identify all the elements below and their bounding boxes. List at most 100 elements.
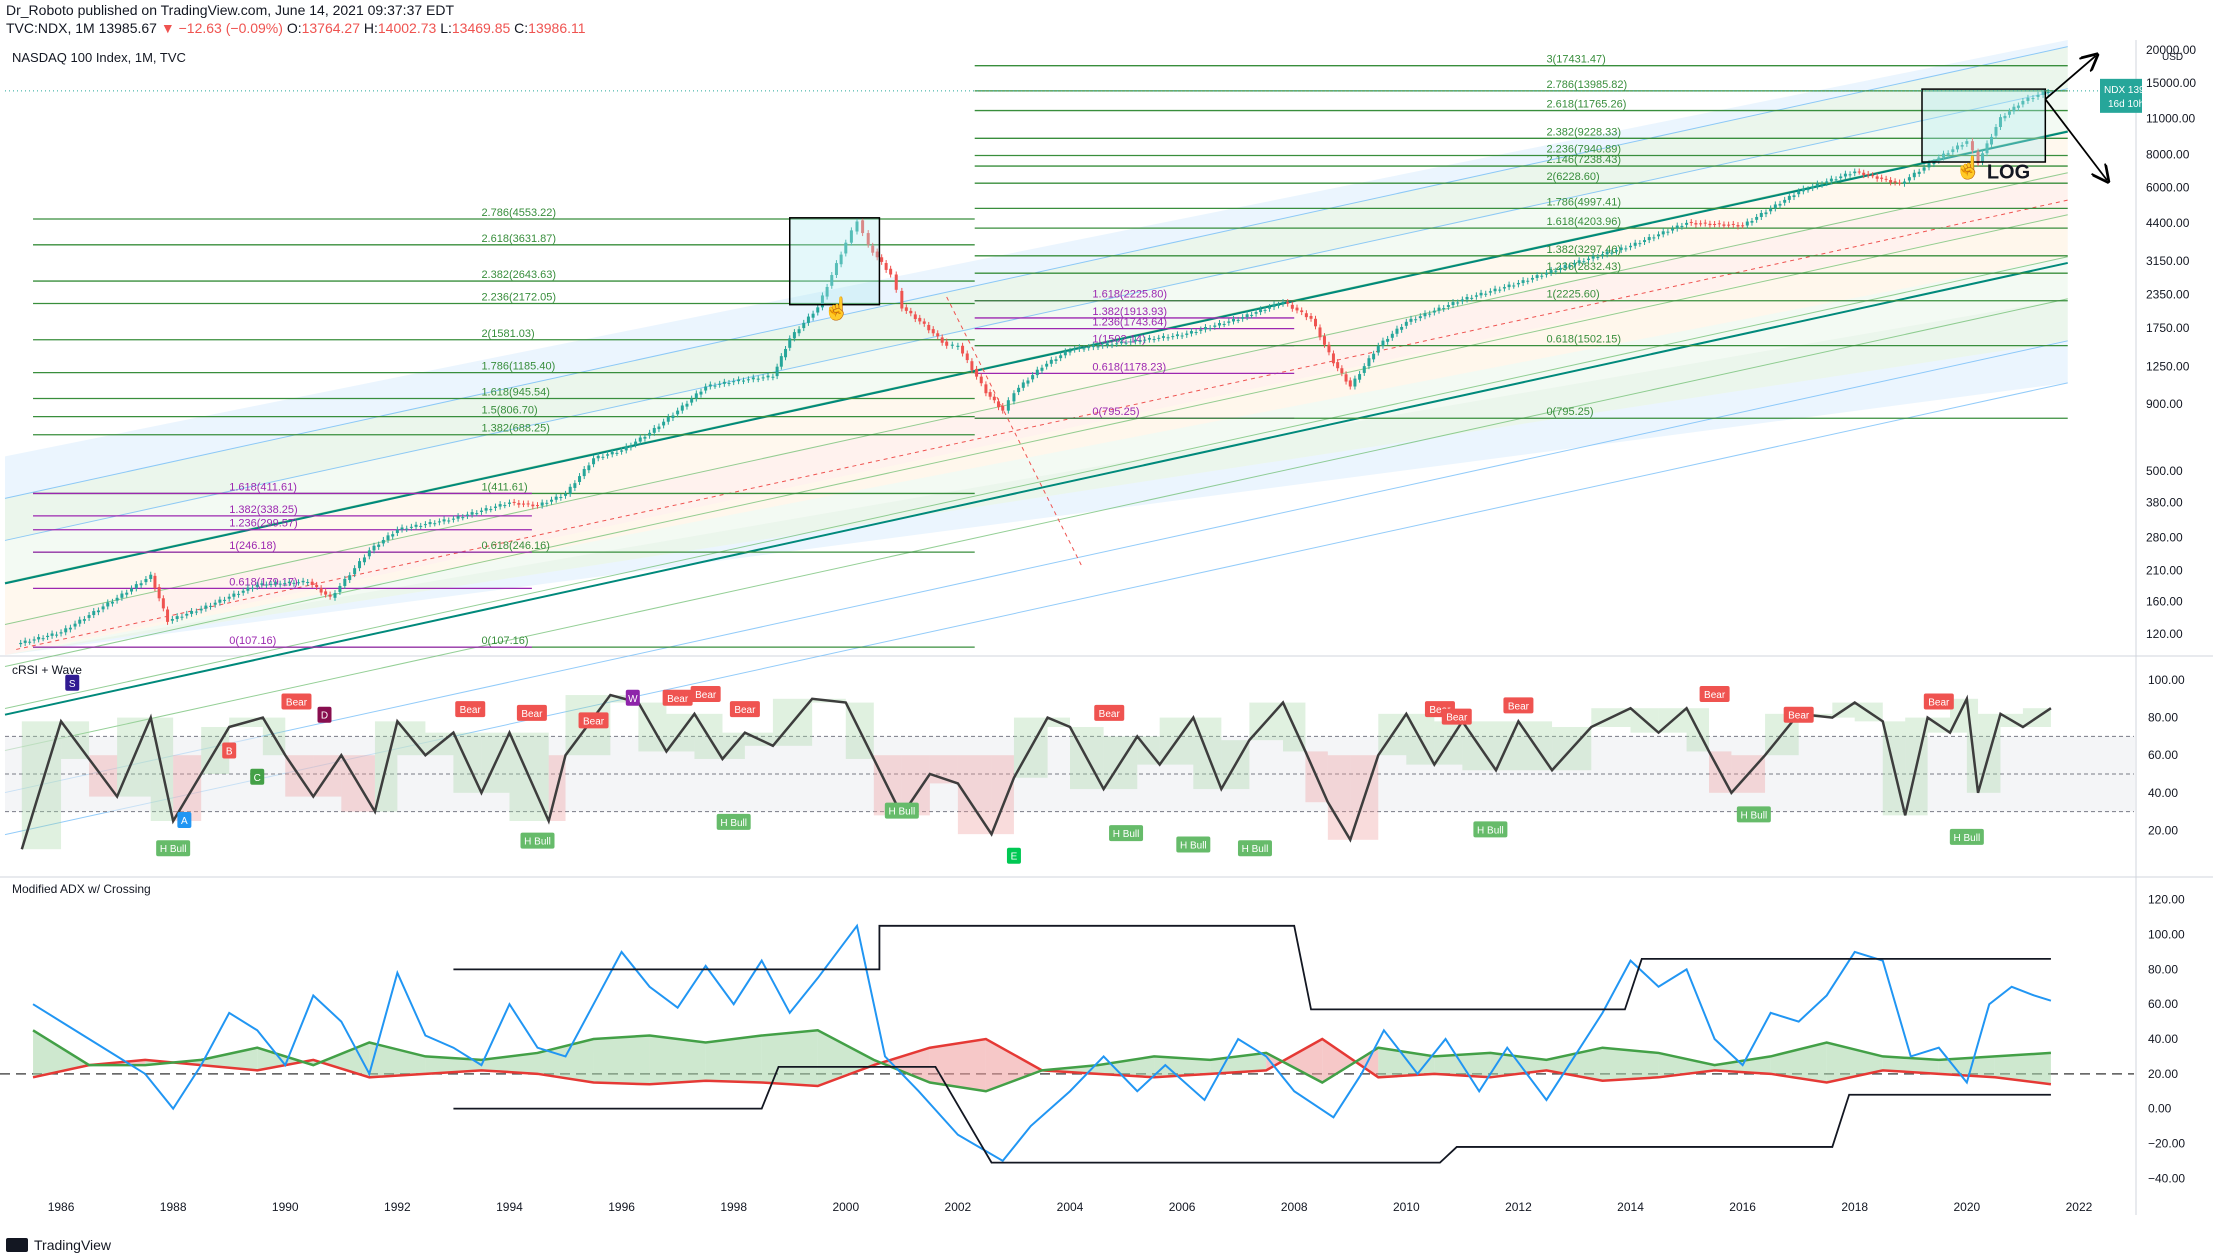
candle-body — [1077, 347, 1081, 350]
candle-body — [1376, 345, 1380, 353]
change-down-icon: ▼ — [160, 20, 175, 36]
candle-body — [970, 361, 974, 371]
candle-body — [367, 550, 371, 557]
candle-body — [1245, 314, 1249, 318]
candle-body — [1755, 216, 1759, 220]
candle-body — [92, 611, 96, 616]
candle-body — [1222, 323, 1226, 325]
candle-body — [685, 403, 689, 407]
candle-body — [761, 377, 765, 379]
fib-right-label: 1(2225.60) — [1546, 289, 1599, 301]
candle-body — [1300, 310, 1304, 313]
fib-right-label: 2.236(7940.89) — [1546, 143, 1621, 155]
candle-body — [1941, 153, 1945, 158]
adx-di-fill — [817, 1030, 874, 1087]
candle-body — [19, 642, 23, 645]
fib-left-purple-label: 0(107.16) — [229, 635, 276, 647]
candle-body — [1815, 183, 1819, 187]
candle-body — [1893, 181, 1897, 183]
candle-body — [578, 476, 582, 483]
candle-body — [1689, 221, 1693, 223]
candle-body — [37, 637, 41, 640]
adx-di-fill — [649, 1035, 706, 1085]
candle-body — [1362, 366, 1366, 373]
channel-band — [5, 172, 2068, 656]
candle-body — [2012, 106, 2016, 112]
candle-body — [1386, 338, 1390, 342]
candle-body — [153, 575, 157, 589]
candle-body — [204, 605, 208, 609]
fib-left-label: 2.618(3631.87) — [481, 233, 556, 245]
candle-body — [1059, 355, 1063, 359]
crsi-title: cRSI + Wave — [12, 663, 82, 677]
adx-axis-tick: 20.00 — [2148, 1067, 2178, 1081]
candle-body — [246, 587, 250, 591]
chart-canvas[interactable]: 2.786(4553.22) 2.618(3631.87) 2.382(2643.6… — [0, 40, 2213, 1235]
candle-body — [1054, 359, 1058, 361]
candle-body — [2046, 91, 2050, 93]
fib-right-label: 3(17431.47) — [1546, 54, 1605, 66]
candle-body — [78, 619, 82, 624]
candle-body — [1049, 359, 1053, 364]
candle-body — [292, 582, 296, 584]
crsi-signal-label: C — [254, 773, 261, 784]
candle-body — [170, 619, 174, 621]
adx-di-fill — [1602, 1047, 1659, 1081]
price-axis-tick: 2350.00 — [2146, 288, 2190, 302]
candle-body — [1152, 339, 1156, 341]
candle-body — [1390, 333, 1394, 338]
x-axis-tick: 2022 — [2066, 1200, 2093, 1214]
candle-body — [894, 274, 898, 290]
candle-body — [615, 452, 619, 454]
candle-body — [1404, 321, 1408, 326]
crsi-fill — [173, 755, 202, 821]
candle-body — [1185, 333, 1189, 335]
candle-body — [825, 286, 829, 297]
candle-body — [1277, 304, 1281, 306]
candle-body — [1880, 177, 1884, 179]
candle-body — [1946, 153, 1950, 155]
candle-body — [956, 345, 960, 347]
candle-body — [461, 517, 465, 519]
adx-axis-tick: 60.00 — [2148, 997, 2178, 1011]
x-axis-tick: 2004 — [1057, 1200, 1084, 1214]
candle-body — [2036, 94, 2040, 97]
adx-di-fill — [1098, 1056, 1155, 1078]
candle-body — [900, 290, 904, 309]
candle-body — [1773, 204, 1777, 209]
candle-body — [830, 275, 834, 286]
candle-body — [470, 512, 474, 515]
tradingview-logo[interactable]: TradingView — [6, 1237, 111, 1253]
candle-body — [315, 584, 319, 588]
candle-body — [1493, 288, 1497, 292]
candle-body — [1423, 313, 1427, 317]
candle-body — [157, 587, 161, 599]
fib-right-label: 1.618(4203.96) — [1546, 216, 1621, 228]
candle-body — [1907, 177, 1911, 181]
candle-body — [779, 356, 783, 367]
candle-body — [1418, 316, 1422, 319]
candle-body — [1414, 319, 1418, 321]
candle-body — [283, 583, 287, 585]
candle-body — [1073, 349, 1077, 351]
candle-body — [1591, 256, 1595, 259]
candle-body — [997, 401, 1001, 408]
adx-title: Modified ADX w/ Crossing — [12, 882, 151, 896]
candle-body — [1381, 340, 1385, 346]
fib-left-label: 1.618(945.54) — [481, 386, 550, 398]
crsi-signal-badge — [177, 812, 192, 828]
candle-body — [1857, 171, 1861, 173]
crsi-signal-badge — [65, 674, 80, 691]
candle-body — [405, 528, 409, 530]
crsi-panel: cRSI + Wave 100.00 80.00 60.00 40.00 20.00 Bea… — [5, 663, 2185, 864]
candle-body — [1147, 337, 1151, 340]
candle-body — [1843, 173, 1847, 177]
candle-body — [1199, 329, 1203, 331]
candle-body — [1268, 307, 1272, 309]
fib-right-label: 2.618(11765.26) — [1546, 99, 1626, 111]
candle-body — [409, 526, 413, 528]
candle-body — [50, 633, 54, 636]
candle-body — [1091, 345, 1095, 348]
x-axis-tick: 1992 — [384, 1200, 411, 1214]
candle-body — [41, 638, 45, 640]
